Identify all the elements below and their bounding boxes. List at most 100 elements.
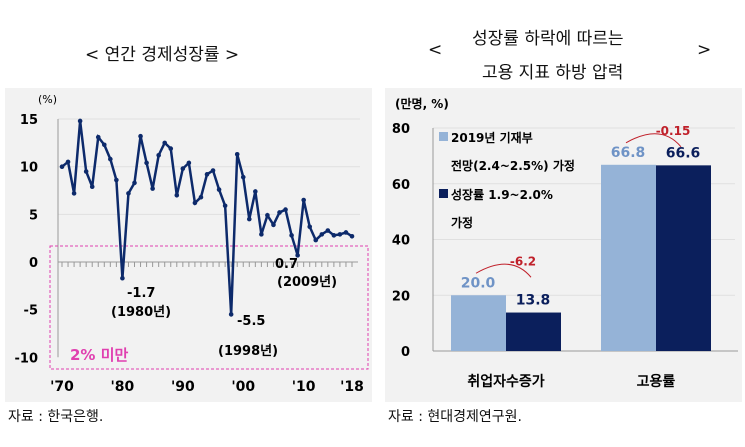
data-point: [180, 166, 186, 171]
title-bracket-left: <: [428, 40, 443, 60]
data-point: [144, 160, 149, 166]
x-tick-label: '70: [50, 379, 74, 395]
data-point: [331, 233, 337, 238]
left-chart-panel: [5, 88, 372, 402]
data-point: [228, 312, 234, 317]
legend-swatch: [439, 132, 448, 141]
annotation-value: -1.7: [127, 286, 155, 301]
category-label: 취업자수증가: [467, 374, 544, 390]
data-point: [174, 192, 180, 198]
title-bracket-right: >: [697, 40, 712, 60]
data-point: [301, 197, 306, 203]
x-tick-label: '18: [340, 379, 364, 395]
bar: [601, 164, 656, 351]
data-point: [234, 152, 240, 157]
data-point: [349, 233, 355, 239]
data-point: [126, 191, 131, 196]
right-chart-title-line2: 고용 지표 하방 압력: [482, 63, 624, 83]
data-point: [319, 232, 325, 237]
bar: [656, 165, 711, 351]
bar-value-label: 66.6: [666, 145, 701, 161]
data-point: [271, 222, 276, 228]
legend-swatch: [439, 189, 448, 198]
y-tick-label: 0: [401, 345, 410, 360]
annotation-year: (1980년): [111, 305, 171, 320]
data-point: [246, 216, 252, 222]
y-tick-label: 60: [392, 178, 410, 193]
bar: [506, 312, 561, 351]
bar-value-label: 13.8: [516, 293, 551, 309]
y-tick-label: -10: [15, 351, 39, 366]
data-point: [289, 233, 294, 238]
data-point: [307, 224, 313, 230]
y-tick-label: 5: [29, 208, 38, 223]
data-point: [283, 207, 288, 212]
data-point: [240, 174, 246, 180]
right-source: 자료 : 현대경제연구원.: [388, 409, 522, 425]
data-point: [204, 172, 210, 177]
y-tick-label: 15: [20, 113, 38, 128]
data-point: [150, 186, 155, 191]
x-tick-label: '00: [231, 379, 255, 395]
data-point: [277, 210, 282, 215]
highlight-label: 2% 미만: [70, 346, 128, 364]
data-point: [132, 180, 137, 186]
data-point: [77, 118, 83, 124]
below-2pct-box: [49, 245, 369, 370]
bar: [451, 295, 506, 351]
data-point: [138, 133, 143, 139]
data-point: [95, 134, 101, 140]
data-point: [114, 177, 119, 183]
y-unit-label: (만명, %): [395, 96, 449, 111]
data-point: [343, 230, 349, 235]
legend-label: 2019년 기재부: [451, 130, 533, 145]
bar-value-label: 66.8: [611, 145, 646, 161]
data-point: [162, 140, 168, 146]
x-tick-label: '80: [111, 379, 135, 395]
data-point: [210, 168, 216, 173]
y-unit-label: (%): [38, 93, 57, 106]
right-chart-title-line1: 성장률 하락에 따르는: [472, 29, 624, 49]
difference-label: -0.15: [656, 124, 691, 138]
data-point: [83, 169, 89, 174]
data-point: [71, 191, 77, 196]
bar-value-label: 20.0: [461, 275, 496, 291]
data-point: [198, 194, 204, 200]
difference-arrow: [625, 133, 682, 148]
annotation-value: 0.7: [275, 257, 298, 272]
y-tick-label: 40: [392, 234, 410, 249]
data-point: [192, 200, 198, 206]
y-tick-label: 20: [392, 289, 410, 304]
annotation-value: -5.5: [237, 314, 265, 329]
annotation-year: (1998년): [218, 344, 278, 359]
data-point: [65, 159, 71, 165]
y-tick-label: 10: [20, 161, 38, 176]
left-source: 자료 : 한국은행.: [8, 409, 104, 425]
left-chart-title: < 연간 경제성장률 >: [85, 45, 240, 65]
legend-label: 성장률 1.9~2.0%: [451, 188, 553, 202]
data-point: [168, 146, 174, 151]
data-point: [186, 160, 192, 166]
data-point: [337, 232, 343, 237]
y-tick-label: 80: [392, 122, 410, 137]
data-point: [259, 232, 264, 237]
legend-label: 가정: [451, 215, 473, 230]
difference-label: -6.2: [510, 254, 536, 268]
data-point: [295, 253, 300, 258]
x-tick-label: '90: [171, 379, 195, 395]
difference-arrow: [475, 263, 532, 278]
data-point: [108, 156, 113, 162]
data-point: [156, 152, 161, 158]
data-point: [253, 189, 258, 194]
data-point: [222, 203, 228, 209]
data-point: [101, 142, 107, 148]
data-point: [89, 184, 95, 190]
legend-label: 전망(2.4~2.5%) 가정: [451, 158, 575, 173]
data-point: [120, 275, 125, 281]
data-point: [313, 237, 319, 243]
data-point: [216, 187, 222, 192]
category-label: 고용률: [637, 373, 676, 390]
annotation-year: (2009년): [277, 275, 337, 290]
x-tick-label: '10: [292, 379, 316, 395]
